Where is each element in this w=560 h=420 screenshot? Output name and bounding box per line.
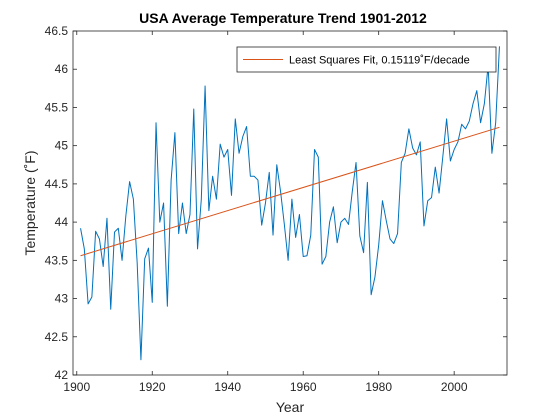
legend-label-fit: Least Squares Fit, 0.15119˚F/decade xyxy=(289,55,470,67)
y-tick-label: 43 xyxy=(55,292,69,306)
y-tick-label: 42.5 xyxy=(45,330,69,344)
y-axis-label: Temperature (˚F) xyxy=(22,150,38,255)
legend: Least Squares Fit, 0.15119˚F/decade xyxy=(236,46,497,73)
series-layer xyxy=(80,46,500,361)
series-line-least-squares-fit xyxy=(80,126,500,257)
x-tick-label: 1960 xyxy=(290,380,317,394)
plot-frame xyxy=(72,30,508,376)
plot-area xyxy=(73,31,507,375)
x-axis-label: Year xyxy=(276,399,305,415)
y-axis: 42 42.5 43 43.5 44 44.5 45 45.5 46 46.5 xyxy=(45,24,507,382)
y-tick-label: 45.5 xyxy=(45,100,69,114)
x-tick-label: 1980 xyxy=(365,380,392,394)
y-tick-label: 44 xyxy=(55,215,69,229)
y-tick-label: 46.5 xyxy=(45,24,69,38)
y-tick-label: 44.5 xyxy=(45,177,69,191)
x-axis: 1900 1920 1940 1960 1980 2000 xyxy=(63,31,468,394)
y-tick-label: 46 xyxy=(55,62,69,76)
chart-title: USA Average Temperature Trend 1901-2012 xyxy=(139,10,427,26)
x-tick-label: 1920 xyxy=(139,380,166,394)
x-tick-label: 2000 xyxy=(441,380,468,394)
series-line-temperature xyxy=(80,46,500,361)
y-tick-label: 43.5 xyxy=(45,253,69,267)
y-tick-label: 45 xyxy=(55,139,69,153)
x-tick-label: 1900 xyxy=(63,380,90,394)
x-tick-label: 1940 xyxy=(214,380,241,394)
y-tick-label: 42 xyxy=(55,368,69,382)
